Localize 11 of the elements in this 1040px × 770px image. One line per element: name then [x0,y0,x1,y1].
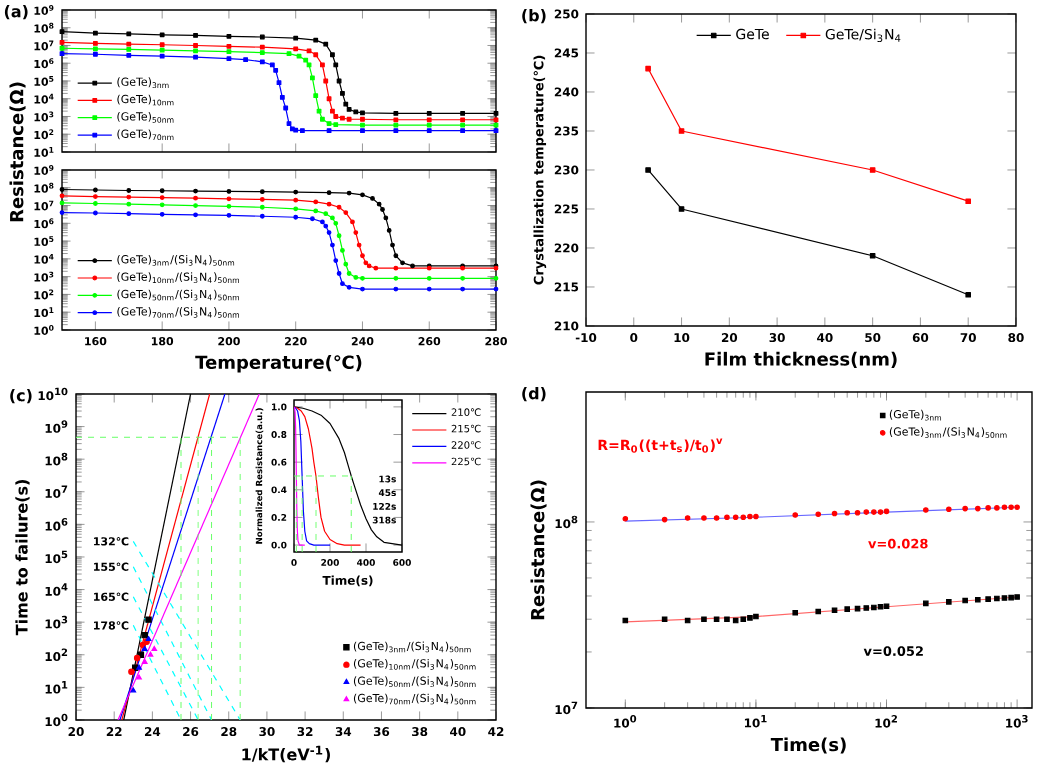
y-axis-title: Resistance(Ω) [9,82,26,222]
x-axis-title: Time(s) [770,737,846,754]
chart-title: (a) [4,5,28,20]
chart-title: (c) [10,389,32,404]
y-axis-title: Time to failure(s) [15,480,30,636]
x-axis-title: Film thickness(nm) [705,351,897,368]
x-axis-title: Temperature(℃) [195,355,362,373]
chart-title: (b) [522,9,546,24]
chart-title: (d) [522,387,546,402]
x-axis-title: 1/kT(eV$^{-1}$) [242,745,330,763]
y-axis-title: Resistance(Ω) [530,480,547,620]
